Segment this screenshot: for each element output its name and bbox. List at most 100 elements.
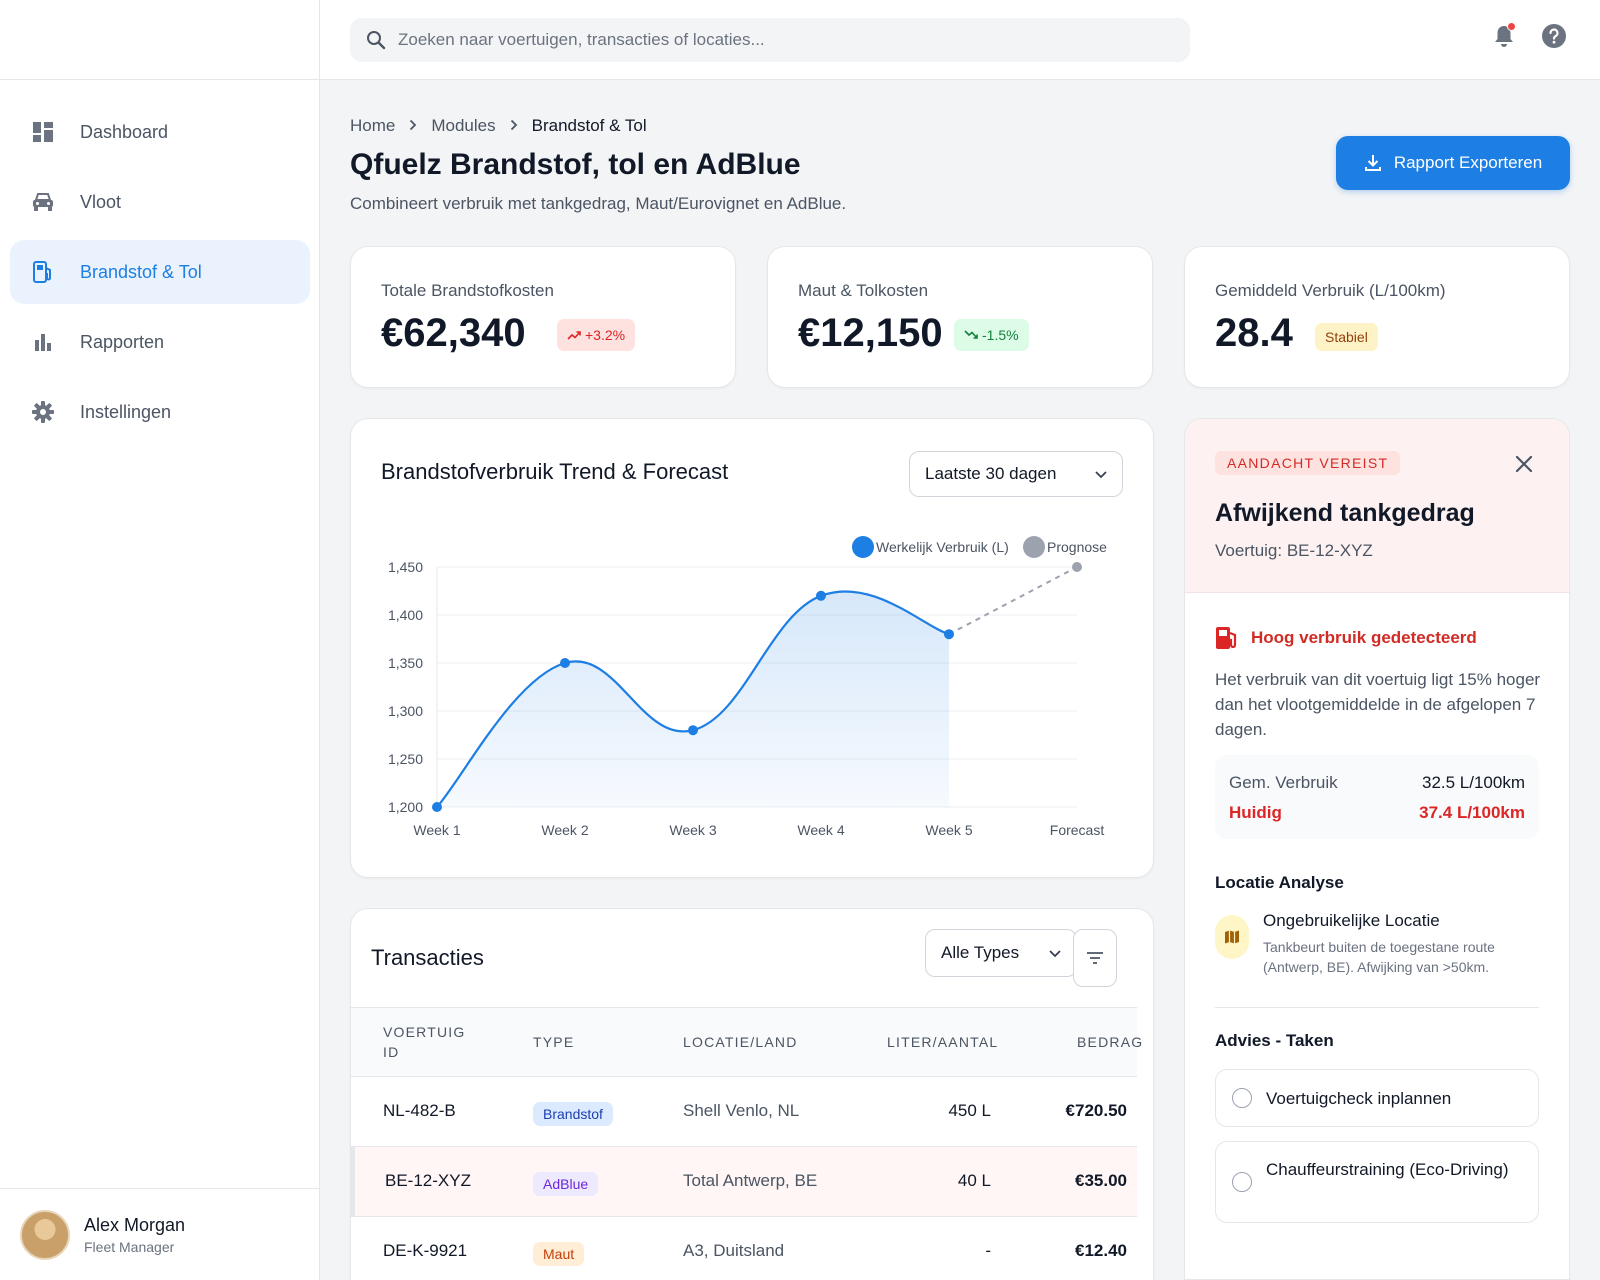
sidebar-item-dashboard[interactable]: Dashboard xyxy=(10,100,310,164)
chevron-down-icon xyxy=(1094,467,1108,481)
page-title: Qfuelz Brandstof, tol en AdBlue xyxy=(350,148,801,181)
task-radio[interactable] xyxy=(1232,1088,1252,1108)
help-button[interactable] xyxy=(1540,22,1568,50)
user-profile[interactable]: Alex Morgan Fleet Manager xyxy=(0,1188,320,1280)
date-range-select[interactable]: Laatste 30 dagen xyxy=(909,451,1123,497)
trend-value: +3.2% xyxy=(585,327,626,343)
actual-area xyxy=(437,591,949,807)
filter-button[interactable] xyxy=(1073,929,1117,987)
search-input[interactable] xyxy=(398,30,1158,50)
y-tick-label: 1,350 xyxy=(388,655,423,671)
kpi-value: €62,340 xyxy=(381,311,526,355)
avg-consumption-label: Gem. Verbruik xyxy=(1229,773,1338,792)
search-icon xyxy=(366,30,386,50)
column-header-amount[interactable]: LITER/AANTAL xyxy=(887,1034,999,1050)
x-tick-label: Week 1 xyxy=(413,822,460,838)
cell-cost: €720.50 xyxy=(1065,1101,1127,1120)
actual-data-point xyxy=(944,629,954,640)
sidebar-item-label: Brandstof & Tol xyxy=(80,261,202,282)
breadcrumb-modules[interactable]: Modules xyxy=(431,116,496,135)
detection-description: Het verbruik van dit voertuig ligt 15% h… xyxy=(1215,670,1541,739)
actual-data-point xyxy=(688,725,698,736)
export-report-button[interactable]: Rapport Exporteren xyxy=(1336,136,1570,190)
consumption-comparison: Gem. Verbruik 32.5 L/100km Huidig 37.4 L… xyxy=(1215,755,1539,839)
legend-label-forecast: Prognose xyxy=(1047,539,1107,555)
export-report-label: Rapport Exporteren xyxy=(1393,153,1543,172)
sidebar-item-brandstof-tol[interactable]: Brandstof & Tol xyxy=(10,240,310,304)
task-radio[interactable] xyxy=(1232,1172,1252,1192)
sidebar: Dashboard Vloot Brandstof & Tol Rapporte… xyxy=(0,0,320,1280)
user-name: Alex Morgan xyxy=(84,1214,186,1235)
map-icon xyxy=(1215,915,1249,959)
forecast-series-line xyxy=(948,566,1078,636)
current-consumption-label: Huidig xyxy=(1229,803,1282,822)
attention-tag: AANDACHT VEREIST xyxy=(1215,451,1401,475)
cell-cost: €35.00 xyxy=(1075,1171,1127,1190)
avatar xyxy=(20,1209,70,1260)
cell-amount: 450 L xyxy=(948,1101,991,1120)
legend-marker-forecast xyxy=(1023,536,1045,558)
dashboard-icon xyxy=(32,121,54,143)
fuel-pump-icon xyxy=(1215,625,1239,651)
table-header: VOERTUIG ID TYPE LOCATIE/LAND LITER/AANT… xyxy=(351,1007,1142,1077)
sidebar-item-vloot[interactable]: Vloot xyxy=(10,170,310,234)
anomaly-alert-panel: AANDACHT VEREIST Afwijkend tankgedrag Vo… xyxy=(1184,418,1570,1280)
breadcrumb-home[interactable]: Home xyxy=(350,116,396,135)
download-icon xyxy=(1364,154,1382,172)
kpi-label: Gemiddeld Verbruik (L/100km) xyxy=(1215,281,1446,300)
date-range-value: Laatste 30 dagen xyxy=(925,464,1057,483)
table-row[interactable]: DE-K-9921 Maut A3, Duitsland - €12.40 xyxy=(351,1217,1137,1280)
sidebar-item-instellingen[interactable]: Instellingen xyxy=(10,380,310,444)
detection-heading: Hoog verbruik gedetecteerd xyxy=(1215,625,1477,651)
sidebar-item-label: Dashboard xyxy=(80,121,169,142)
table-row[interactable]: NL-482-B Brandstof Shell Venlo, NL 450 L… xyxy=(351,1077,1137,1147)
sidebar-item-label: Rapporten xyxy=(80,331,165,352)
x-tick-label: Forecast xyxy=(1050,822,1105,838)
notifications-button[interactable] xyxy=(1490,22,1518,50)
column-header-type[interactable]: TYPE xyxy=(533,1034,575,1050)
column-header-vehicle[interactable]: VOERTUIG ID xyxy=(383,1024,466,1060)
location-analysis-title: Locatie Analyse xyxy=(1215,873,1344,892)
y-tick-label: 1,400 xyxy=(388,607,423,623)
task-item[interactable]: Voertuigcheck inplannen xyxy=(1215,1069,1539,1127)
x-tick-label: Week 4 xyxy=(797,822,844,838)
task-item[interactable]: Chauffeurstraining (Eco-Driving) xyxy=(1215,1141,1539,1223)
breadcrumb: Home Modules Brandstof & Tol xyxy=(350,116,647,136)
kpi-label: Totale Brandstofkosten xyxy=(381,281,554,300)
legend-label-actual: Werkelijk Verbruik (L) xyxy=(876,539,1009,555)
close-button[interactable] xyxy=(1511,451,1537,477)
filter-icon xyxy=(1086,951,1104,965)
cell-cost: €12.40 xyxy=(1075,1241,1127,1260)
alert-vehicle: Voertuig: BE-12-XYZ xyxy=(1215,541,1373,560)
task-label: Chauffeurstraining (Eco-Driving) xyxy=(1266,1160,1509,1179)
transactions-card: Transacties Alle Types VOERTUIG ID TYPE … xyxy=(350,908,1154,1280)
chevron-right-icon xyxy=(510,118,518,134)
legend-marker-actual xyxy=(852,536,874,558)
tasks-title: Advies - Taken xyxy=(1215,1031,1334,1050)
search-bar xyxy=(350,18,1190,62)
trending-down-icon xyxy=(964,330,978,340)
column-header-cost[interactable]: BEDRAG xyxy=(1077,1034,1144,1050)
task-label: Voertuigcheck inplannen xyxy=(1266,1089,1452,1108)
actual-data-point xyxy=(560,658,570,668)
trend-value: -1.5% xyxy=(982,327,1019,343)
trend-badge: +3.2% xyxy=(557,319,636,351)
chart-title: Brandstofverbruik Trend & Forecast xyxy=(381,459,729,484)
notification-dot xyxy=(1507,22,1516,31)
kpi-value: 28.4 xyxy=(1215,311,1293,355)
sidebar-item-label: Instellingen xyxy=(80,401,172,422)
kpi-card-toll-costs: Maut & Tolkosten €12,150 -1.5% xyxy=(767,246,1153,388)
chevron-down-icon xyxy=(1048,946,1062,960)
type-filter-select[interactable]: Alle Types xyxy=(925,929,1077,977)
sidebar-logo-area xyxy=(0,0,319,80)
fuel-icon xyxy=(32,261,54,283)
column-header-location[interactable]: LOCATIE/LAND xyxy=(683,1034,798,1050)
table-row[interactable]: BE-12-XYZ AdBlue Total Antwerp, BE 40 L … xyxy=(351,1147,1137,1217)
sidebar-item-label: Vloot xyxy=(80,191,122,212)
cell-location: A3, Duitsland xyxy=(683,1241,785,1260)
sidebar-item-rapporten[interactable]: Rapporten xyxy=(10,310,310,374)
help-icon xyxy=(1541,23,1567,49)
fuel-trend-chart-card: Brandstofverbruik Trend & Forecast Laats… xyxy=(350,418,1154,878)
cell-vehicle: NL-482-B xyxy=(383,1101,456,1120)
current-consumption-value: 37.4 L/100km xyxy=(1419,803,1525,822)
